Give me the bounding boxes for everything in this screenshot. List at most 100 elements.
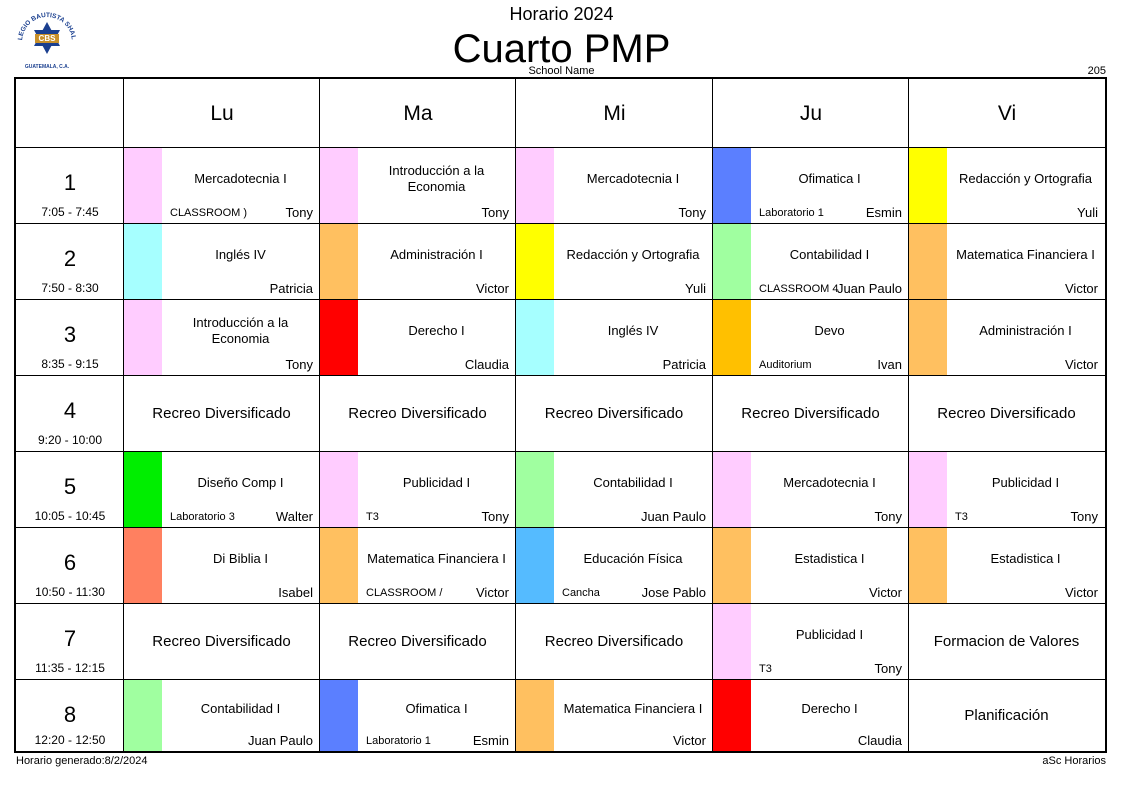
break-cell[interactable]: Recreo Diversificado xyxy=(320,604,515,679)
teacher-name: Tony xyxy=(482,205,509,220)
break-label: Recreo Diversificado xyxy=(124,604,319,679)
lesson-cell[interactable]: Mercadotecnia I Tony CLASSROOM ) xyxy=(124,148,319,223)
break-cell[interactable]: Recreo Diversificado xyxy=(516,604,712,679)
lesson-cell[interactable]: Redacción y Ortografia Yuli xyxy=(909,148,1104,223)
lesson-cell[interactable]: Redacción y Ortografia Yuli xyxy=(516,224,712,299)
day-header: Mi xyxy=(516,79,713,148)
day-header: Ju xyxy=(713,79,909,148)
lesson-cell[interactable]: Diseño Comp I Walter Laboratorio 3 xyxy=(124,452,319,527)
lesson-cell[interactable]: Inglés IV Patricia xyxy=(516,300,712,375)
break-cell[interactable]: Recreo Diversificado xyxy=(124,604,319,679)
lesson-cell[interactable]: Publicidad I Tony T3 xyxy=(713,604,908,679)
classroom-name: T3 xyxy=(366,511,379,523)
subject-color-swatch xyxy=(320,528,358,603)
lesson-cell[interactable]: Mercadotecnia I Tony xyxy=(516,148,712,223)
lesson-cell[interactable]: Estadistica I Victor xyxy=(713,528,908,603)
subject-name: Publicidad I xyxy=(947,452,1104,513)
lesson-cell[interactable]: Matematica Financiera I Victor xyxy=(516,680,712,751)
period-number: 4 xyxy=(16,398,124,424)
break-cell[interactable]: Planificación xyxy=(909,680,1104,751)
break-cell[interactable]: Formacion de Valores xyxy=(909,604,1104,679)
teacher-name: Victor xyxy=(673,733,706,748)
subject-color-swatch xyxy=(124,300,162,375)
subject-color-swatch xyxy=(713,604,751,679)
break-cell[interactable]: Recreo Diversificado xyxy=(909,376,1104,451)
classroom-name: CLASSROOM ) xyxy=(170,207,247,219)
teacher-name: Juan Paulo xyxy=(837,281,902,296)
period-time: 7:50 - 8:30 xyxy=(16,281,124,295)
break-label: Recreo Diversificado xyxy=(320,376,515,451)
subject-color-swatch xyxy=(909,300,947,375)
teacher-name: Victor xyxy=(1065,585,1098,600)
lesson-cell[interactable]: Administración I Victor xyxy=(909,300,1104,375)
subject-color-swatch xyxy=(124,680,162,751)
lesson-cell[interactable]: Matematica Financiera I Victor CLASSROOM / xyxy=(320,528,515,603)
lesson-cell[interactable]: Derecho I Claudia xyxy=(713,680,908,751)
break-cell[interactable]: Recreo Diversificado xyxy=(320,376,515,451)
subject-color-swatch xyxy=(516,528,554,603)
lesson-cell[interactable]: Administración I Victor xyxy=(320,224,515,299)
lesson-cell[interactable]: Matematica Financiera I Victor xyxy=(909,224,1104,299)
period-time: 9:20 - 10:00 xyxy=(16,433,124,447)
teacher-name: Jose Pablo xyxy=(642,585,706,600)
break-label: Planificación xyxy=(909,680,1104,751)
lesson-cell[interactable]: Derecho I Claudia xyxy=(320,300,515,375)
break-cell[interactable]: Recreo Diversificado xyxy=(713,376,908,451)
lesson-cell[interactable]: Publicidad I Tony T3 xyxy=(909,452,1104,527)
period-cell: 7 11:35 - 12:15 xyxy=(16,604,124,679)
subject-name: Matematica Financiera I xyxy=(947,224,1104,285)
period-number: 1 xyxy=(16,170,124,196)
subject-color-swatch xyxy=(124,148,162,223)
lesson-cell[interactable]: Contabilidad I Juan Paulo xyxy=(516,452,712,527)
teacher-name: Victor xyxy=(1065,357,1098,372)
teacher-name: Tony xyxy=(1071,509,1098,524)
subject-name: Estadistica I xyxy=(751,528,908,589)
break-cell[interactable]: Recreo Diversificado xyxy=(516,376,712,451)
subject-color-swatch xyxy=(516,680,554,751)
period-number: 6 xyxy=(16,550,124,576)
day-header: Lu xyxy=(124,79,320,148)
teacher-name: Juan Paulo xyxy=(248,733,313,748)
lesson-cell[interactable]: Estadistica I Victor xyxy=(909,528,1104,603)
teacher-name: Tony xyxy=(679,205,706,220)
teacher-name: Tony xyxy=(482,509,509,524)
lesson-cell[interactable]: Contabilidad I Juan Paulo CLASSROOM 4 xyxy=(713,224,908,299)
subject-name: Mercadotecnia I xyxy=(751,452,908,513)
subject-color-swatch xyxy=(320,148,358,223)
classroom-name: Auditorium xyxy=(759,359,812,371)
subject-name: Contabilidad I xyxy=(162,680,319,737)
subject-name: Inglés IV xyxy=(162,224,319,285)
subject-color-swatch xyxy=(713,224,751,299)
teacher-name: Juan Paulo xyxy=(641,509,706,524)
lesson-cell[interactable]: Educación Física Jose Pablo Cancha xyxy=(516,528,712,603)
lesson-cell[interactable]: Publicidad I Tony T3 xyxy=(320,452,515,527)
lesson-cell[interactable]: Ofimatica I Esmin Laboratorio 1 xyxy=(320,680,515,751)
period-time: 8:35 - 9:15 xyxy=(16,357,124,371)
lesson-cell[interactable]: Contabilidad I Juan Paulo xyxy=(124,680,319,751)
lesson-cell[interactable]: Introducción a la Economia Tony xyxy=(124,300,319,375)
period-time: 10:50 - 11:30 xyxy=(16,585,124,599)
lesson-cell[interactable]: Mercadotecnia I Tony xyxy=(713,452,908,527)
lesson-cell[interactable]: Inglés IV Patricia xyxy=(124,224,319,299)
teacher-name: Ivan xyxy=(877,357,902,372)
subject-name: Publicidad I xyxy=(358,452,515,513)
subject-name: Ofimatica I xyxy=(751,148,908,209)
lesson-cell[interactable]: Devo Ivan Auditorium xyxy=(713,300,908,375)
lesson-cell[interactable]: Di Biblia I Isabel xyxy=(124,528,319,603)
subject-color-swatch xyxy=(516,452,554,527)
schedule-year: Horario 2024 xyxy=(0,4,1123,25)
period-number: 2 xyxy=(16,246,124,272)
break-label: Recreo Diversificado xyxy=(516,376,712,451)
lesson-cell[interactable]: Ofimatica I Esmin Laboratorio 1 xyxy=(713,148,908,223)
break-label: Recreo Diversificado xyxy=(516,604,712,679)
classroom-name: CLASSROOM / xyxy=(366,587,442,599)
subject-name: Derecho I xyxy=(358,300,515,361)
period-time: 10:05 - 10:45 xyxy=(16,509,124,523)
subject-name: Estadistica I xyxy=(947,528,1104,589)
period-cell: 5 10:05 - 10:45 xyxy=(16,452,124,527)
teacher-name: Esmin xyxy=(866,205,902,220)
lesson-cell[interactable]: Introducción a la Economia Tony xyxy=(320,148,515,223)
subject-name: Redacción y Ortografia xyxy=(947,148,1104,209)
teacher-name: Tony xyxy=(875,509,902,524)
break-cell[interactable]: Recreo Diversificado xyxy=(124,376,319,451)
